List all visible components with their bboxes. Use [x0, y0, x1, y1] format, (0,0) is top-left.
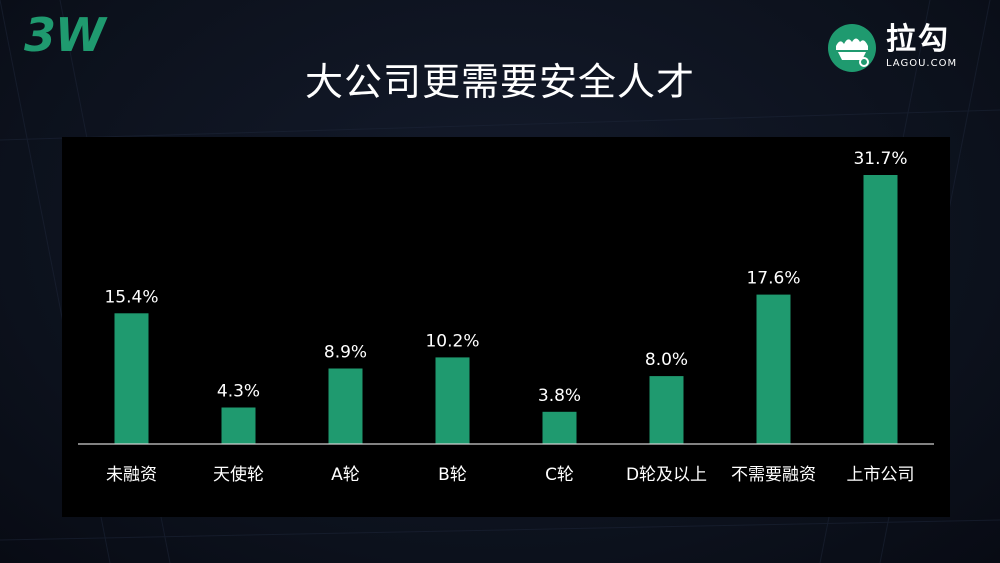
value-label-3: 10.2% — [425, 331, 479, 351]
bar-4 — [542, 411, 577, 444]
category-label-0: 未融资 — [106, 465, 157, 485]
value-label-1: 4.3% — [217, 382, 260, 402]
category-label-6: 不需要融资 — [731, 465, 816, 485]
value-label-2: 8.9% — [324, 343, 367, 363]
bar-6 — [756, 294, 791, 444]
category-label-4: C轮 — [545, 465, 574, 485]
category-label-5: D轮及以上 — [626, 465, 707, 485]
category-label-1: 天使轮 — [213, 464, 264, 485]
value-label-4: 3.8% — [538, 386, 581, 406]
bar-1 — [221, 407, 256, 444]
value-label-5: 8.0% — [645, 350, 688, 370]
lagou-domain: LAGOU.COM — [886, 58, 958, 69]
category-label-7: 上市公司 — [847, 465, 915, 485]
bar-5 — [649, 376, 684, 444]
bar-3 — [435, 357, 470, 444]
bar-chart: 15.4% 4.3% 8.9% 10.2% 3.8% 8.0% 17.6% 31.7% 未融资… — [78, 149, 934, 485]
category-label-2: A轮 — [331, 465, 360, 485]
slide-title: 大公司更需要安全人才 — [304, 60, 695, 104]
bar-0 — [114, 313, 149, 444]
lagou-name: 拉勾 — [886, 22, 950, 57]
chart-panel: 15.4% 4.3% 8.9% 10.2% 3.8% 8.0% 17.6% 31.7% 未融资… — [62, 137, 950, 517]
value-label-6: 17.6% — [746, 269, 800, 289]
bar-7 — [863, 175, 898, 444]
value-label-7: 31.7% — [853, 149, 907, 169]
lagou-mark-icon — [828, 24, 876, 72]
category-label-3: B轮 — [438, 465, 467, 485]
brand-logo-3w: 3W — [24, 8, 106, 62]
bar-2 — [328, 368, 363, 444]
value-label-0: 15.4% — [104, 287, 158, 307]
brand-logo-lagou: 拉勾 LAGOU.COM — [826, 22, 976, 74]
